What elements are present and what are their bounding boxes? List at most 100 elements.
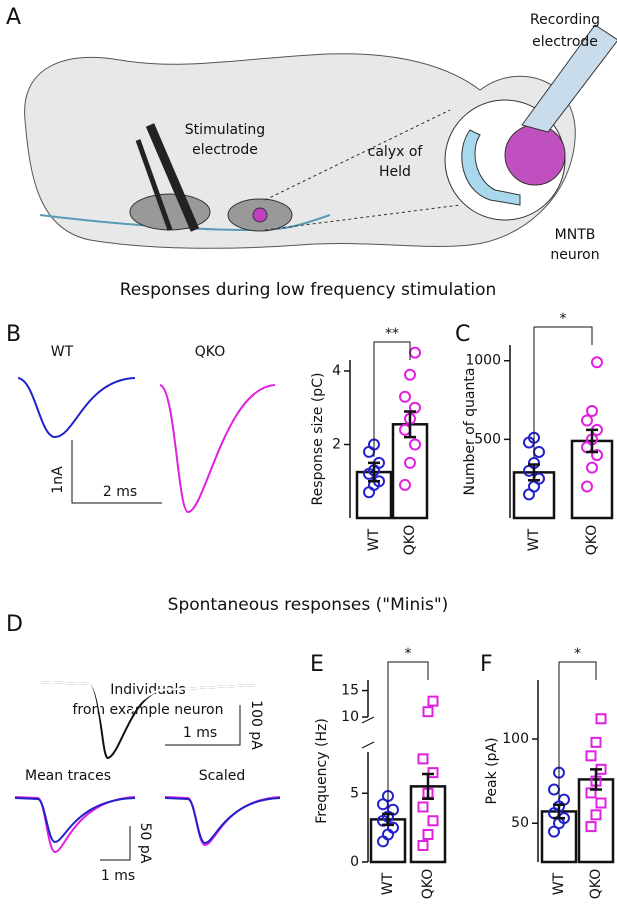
data-point: [585, 750, 597, 762]
y-tick-label: 2: [332, 437, 341, 453]
data-point: [409, 438, 421, 451]
data-point: [585, 821, 597, 833]
data-point: [427, 815, 439, 827]
data-point: [590, 736, 602, 748]
scale-label: 2 ms: [103, 484, 137, 500]
trace-label: WT: [51, 344, 74, 360]
data-point: [586, 405, 598, 418]
diagram-label: Recording: [530, 12, 600, 28]
y-tick-label: 100: [502, 731, 529, 747]
data-point: [581, 480, 593, 493]
trace: [14, 797, 136, 844]
data-point: [417, 840, 429, 851]
trace: [164, 797, 281, 845]
data-point: [399, 478, 411, 491]
significance-bracket: [373, 341, 411, 457]
panel-label: E: [310, 652, 324, 677]
y-tick-label: 0: [350, 854, 359, 870]
data-point: [387, 821, 399, 834]
trace: [164, 796, 281, 847]
electrode: [145, 123, 200, 232]
data-point: [422, 706, 434, 718]
y-tick-label: 500: [474, 431, 501, 447]
trace: [17, 377, 136, 439]
trace-label: Individuals: [110, 682, 185, 698]
data-point: [417, 801, 429, 813]
trace-label: QKO: [195, 344, 225, 360]
data-point: [417, 753, 429, 765]
error-bar: [586, 428, 598, 454]
y-tick-label: 10: [341, 709, 359, 725]
scale-label: 1 ms: [101, 868, 135, 884]
diagram-label: neuron: [550, 247, 599, 263]
trace: [14, 796, 136, 854]
data-point: [548, 783, 560, 796]
data-point: [404, 456, 416, 469]
panel-label: C: [455, 322, 470, 347]
data-point: [591, 449, 603, 462]
recording-electrode: [521, 24, 617, 133]
data-point: [409, 401, 421, 414]
y-tick-label: 4: [332, 363, 341, 379]
y-tick-label: 50: [511, 815, 529, 831]
data-point: [427, 767, 439, 779]
scale-bar: [165, 705, 241, 746]
data-point: [595, 797, 607, 809]
y-tick-label: 1000: [465, 353, 501, 369]
error-bar: [590, 768, 602, 791]
axon: [39, 214, 331, 232]
scale-label: 1 ms: [183, 725, 217, 741]
diagram-label: Held: [379, 164, 411, 180]
scale-label: 50 pA: [137, 823, 153, 864]
data-point: [399, 390, 411, 403]
mntb-neuron: [504, 124, 566, 186]
x-tick-label: QKO: [420, 869, 436, 899]
data-point: [591, 356, 603, 369]
diagram: Recording electrode calyx of Held Stimul…: [24, 12, 617, 263]
diagram-label: electrode: [192, 142, 258, 158]
error-bar: [528, 463, 540, 482]
data-point: [586, 461, 598, 474]
y-tick-label: 5: [350, 785, 359, 801]
x-tick-label: WT: [526, 528, 542, 551]
trace: [159, 384, 276, 514]
panel-label: F: [480, 652, 493, 677]
data-point: [409, 346, 421, 359]
scale-label: 100 pA: [248, 700, 264, 750]
y-axis-label: Response size (pC): [310, 373, 326, 506]
error-bar: [368, 461, 380, 483]
x-tick-label: WT: [551, 872, 567, 895]
trace-label: from example neuron: [73, 702, 224, 718]
significance: **: [385, 326, 399, 342]
trace: [39, 681, 256, 740]
significance: *: [560, 311, 567, 327]
error-bar: [404, 410, 416, 439]
x-tick-label: WT: [380, 872, 396, 895]
heading: Spontaneous responses ("Minis"): [168, 595, 449, 615]
y-tick-label: 15: [341, 683, 359, 699]
data-point: [590, 809, 602, 821]
x-tick-label: WT: [366, 528, 382, 551]
zoom-line: [264, 109, 461, 231]
significance-bracket: [387, 661, 429, 808]
trace-label: Scaled: [199, 768, 246, 784]
significance-bracket: [533, 326, 593, 459]
y-axis-label: Peak (pA): [484, 737, 500, 804]
neuron-small: [252, 207, 268, 223]
diagram-label: electrode: [532, 34, 598, 50]
electrode: [135, 139, 173, 231]
axis-break: [361, 716, 375, 749]
scale-label: 1nA: [50, 466, 66, 494]
trace-label: Mean traces: [25, 768, 111, 784]
data-point: [581, 414, 593, 427]
diagram-label: calyx of: [368, 144, 424, 160]
panel-label: A: [6, 5, 21, 30]
x-tick-label: QKO: [588, 869, 604, 899]
panel-label: D: [6, 612, 23, 637]
significance: *: [405, 646, 412, 662]
error-bar: [553, 803, 565, 820]
data-point: [548, 825, 560, 838]
diagram-label: MNTB: [555, 227, 596, 243]
significance: *: [574, 646, 581, 662]
